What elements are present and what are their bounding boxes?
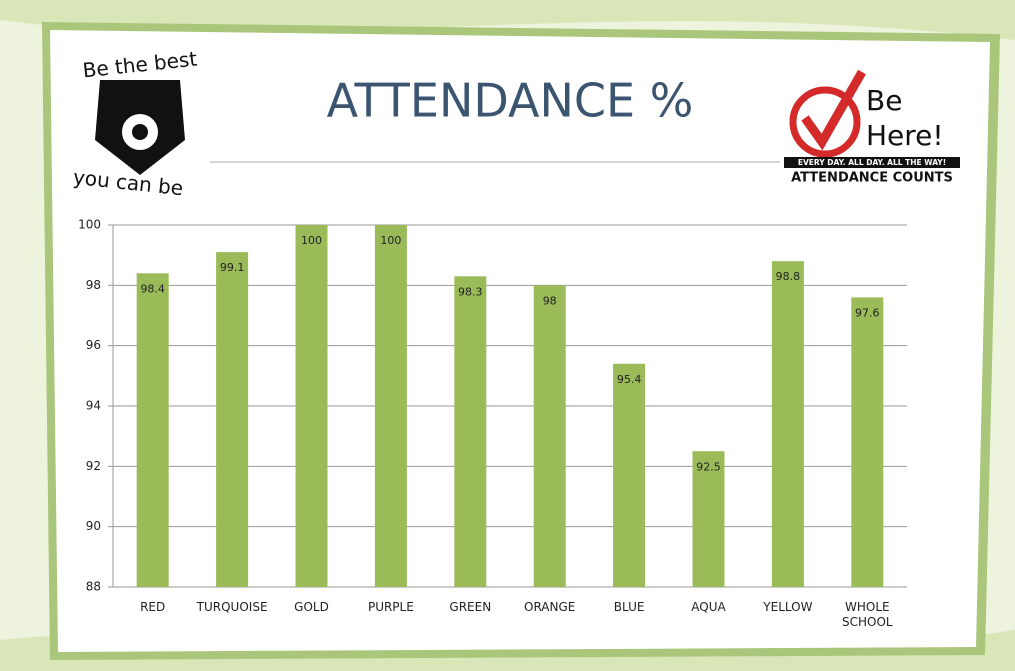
x-tick-label: GREEN: [430, 600, 510, 615]
y-tick-label: 90: [86, 519, 101, 533]
bar: [216, 252, 248, 587]
logo-text: ATTENDANCE COUNTS: [791, 171, 953, 186]
x-tick-label: BLUE: [589, 600, 669, 615]
data-label: 98.4: [140, 282, 165, 295]
y-tick-label: 98: [86, 278, 101, 292]
x-tick-label: YELLOW: [748, 600, 828, 615]
x-tick-label: WHOLE SCHOOL: [827, 600, 907, 630]
data-label: 99.1: [220, 261, 245, 274]
y-tick-label: 92: [86, 459, 101, 473]
y-tick-label: 88: [86, 580, 101, 594]
badge-hub: [132, 124, 148, 140]
data-label: 98: [543, 294, 557, 307]
x-tick-label: GOLD: [272, 600, 352, 615]
bar: [613, 364, 645, 587]
bar: [772, 261, 804, 587]
logo-text: Here!: [866, 119, 944, 152]
logo-text: Be: [866, 84, 902, 117]
bar: [534, 285, 566, 587]
data-label: 95.4: [617, 373, 642, 386]
data-label: 100: [380, 234, 401, 247]
data-label: 98.8: [776, 270, 801, 283]
y-tick-label: 96: [86, 338, 101, 352]
slide: ATTENDANCE % Be the best you can be Be H…: [0, 0, 1015, 671]
x-tick-label: TURQUOISE: [192, 600, 272, 615]
bar: [137, 273, 169, 587]
chart-title: ATTENDANCE %: [327, 74, 694, 128]
x-tick-label: ORANGE: [510, 600, 590, 615]
x-tick-label: AQUA: [669, 600, 749, 615]
x-tick-label: PURPLE: [351, 600, 431, 615]
chart: ATTENDANCE % Be the best you can be Be H…: [0, 0, 1015, 671]
y-tick-label: 94: [86, 399, 101, 413]
bar: [375, 225, 407, 587]
data-label: 100: [301, 234, 322, 247]
data-label: 97.6: [855, 306, 880, 319]
data-label: 92.5: [696, 460, 721, 473]
data-label: 98.3: [458, 285, 483, 298]
x-tick-label: RED: [113, 600, 193, 615]
logo-text: EVERY DAY. ALL DAY. ALL THE WAY!: [798, 158, 946, 167]
y-tick-label: 100: [78, 218, 101, 232]
bar: [296, 225, 328, 587]
bar: [454, 276, 486, 587]
bar: [851, 297, 883, 587]
